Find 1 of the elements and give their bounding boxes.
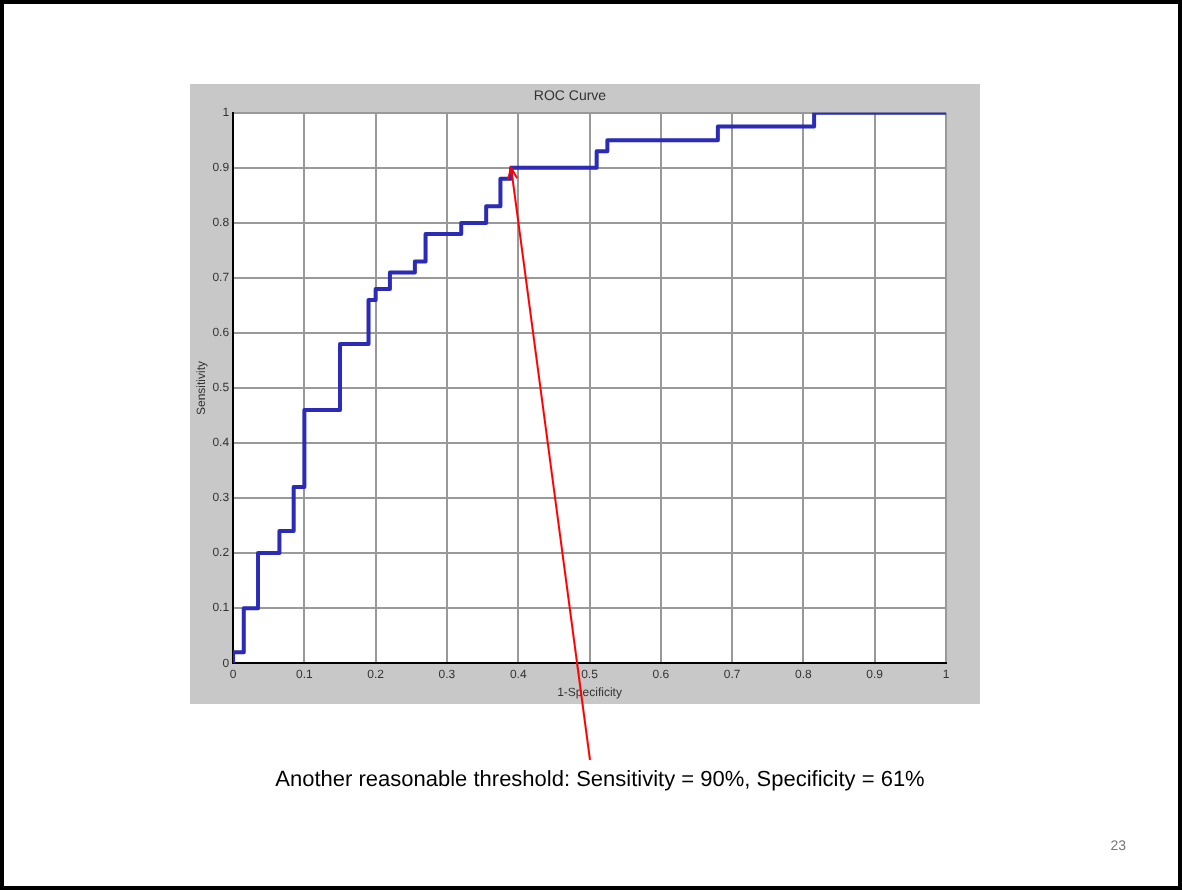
annotation: Another reasonable threshold: Sensitivity = 90%, Specificity = 61% — [275, 768, 926, 793]
